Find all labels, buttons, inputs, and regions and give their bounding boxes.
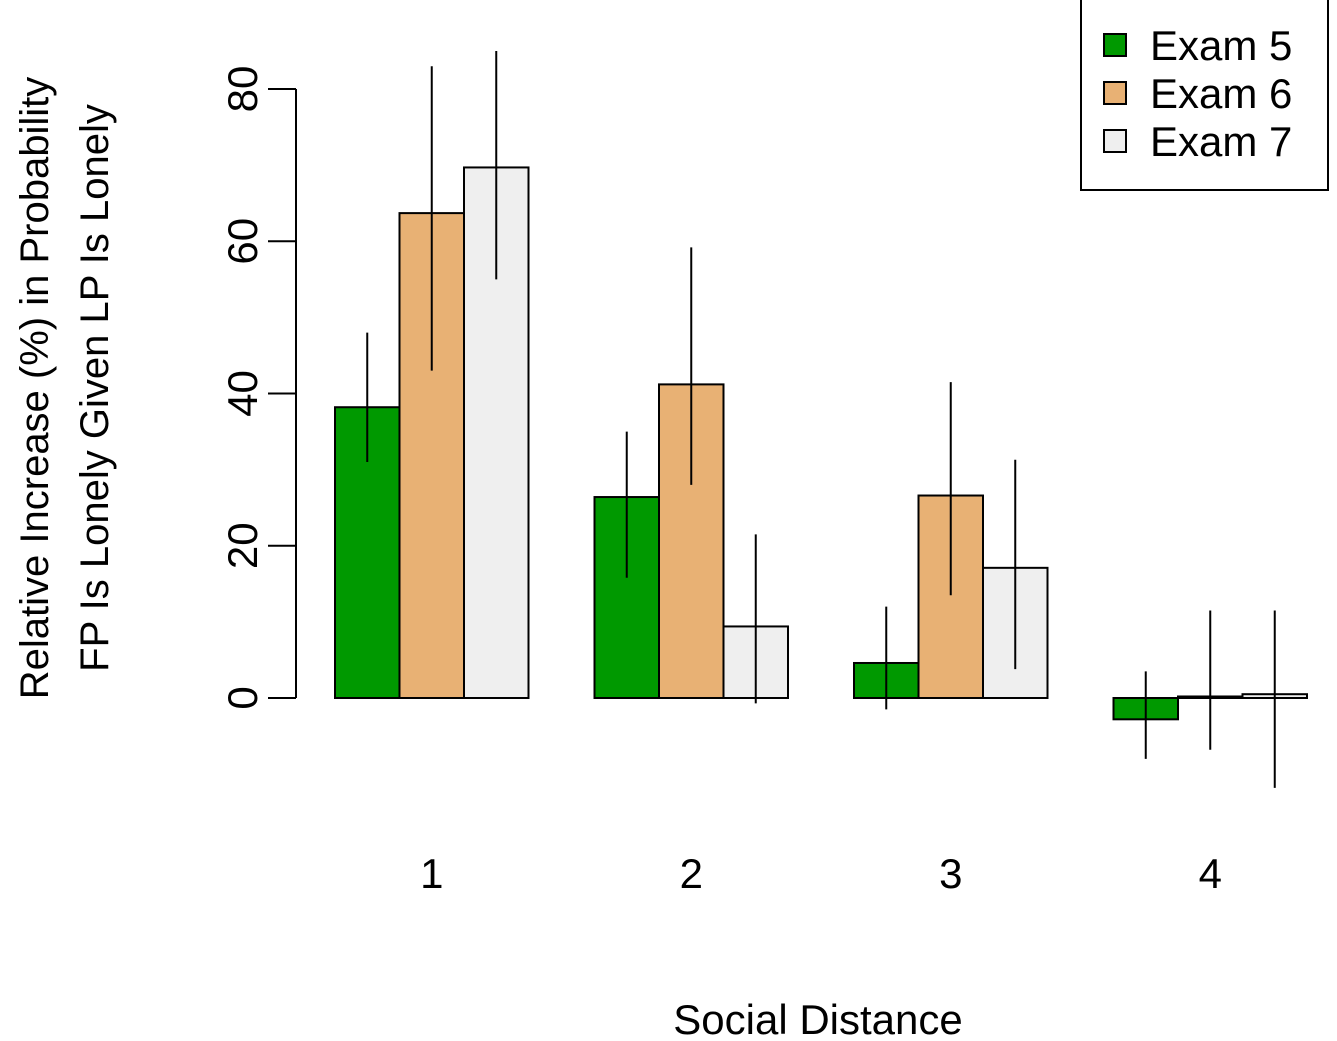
legend-swatch xyxy=(1103,33,1127,57)
y-axis-title-line-2: FP Is Lonely Given LP Is Lonely xyxy=(73,104,117,672)
x-tick-label: 4 xyxy=(1199,850,1222,897)
y-axis-title-line-1: Relative Increase (%) in Probability xyxy=(13,77,57,699)
legend-swatch xyxy=(1103,129,1127,153)
legend-label: Exam 6 xyxy=(1150,70,1292,117)
legend-label: Exam 5 xyxy=(1150,22,1292,69)
y-tick-label: 80 xyxy=(219,66,266,113)
x-axis-title: Social Distance xyxy=(673,996,962,1041)
x-tick-labels: 1 2 3 4 xyxy=(420,850,1222,897)
y-tick-label: 40 xyxy=(219,370,266,417)
x-tick-label: 3 xyxy=(939,850,962,897)
x-tick-label: 1 xyxy=(420,850,443,897)
y-axis: 0 20 40 60 80 xyxy=(219,66,297,710)
error-bars-layer xyxy=(366,50,1276,788)
y-tick-label: 20 xyxy=(219,522,266,569)
x-tick-label: 2 xyxy=(680,850,703,897)
y-tick-label: 60 xyxy=(219,218,266,265)
y-tick-label: 0 xyxy=(219,686,266,709)
bars-layer xyxy=(334,166,1308,721)
legend-label: Exam 7 xyxy=(1150,118,1292,165)
legend-swatch xyxy=(1103,81,1127,105)
